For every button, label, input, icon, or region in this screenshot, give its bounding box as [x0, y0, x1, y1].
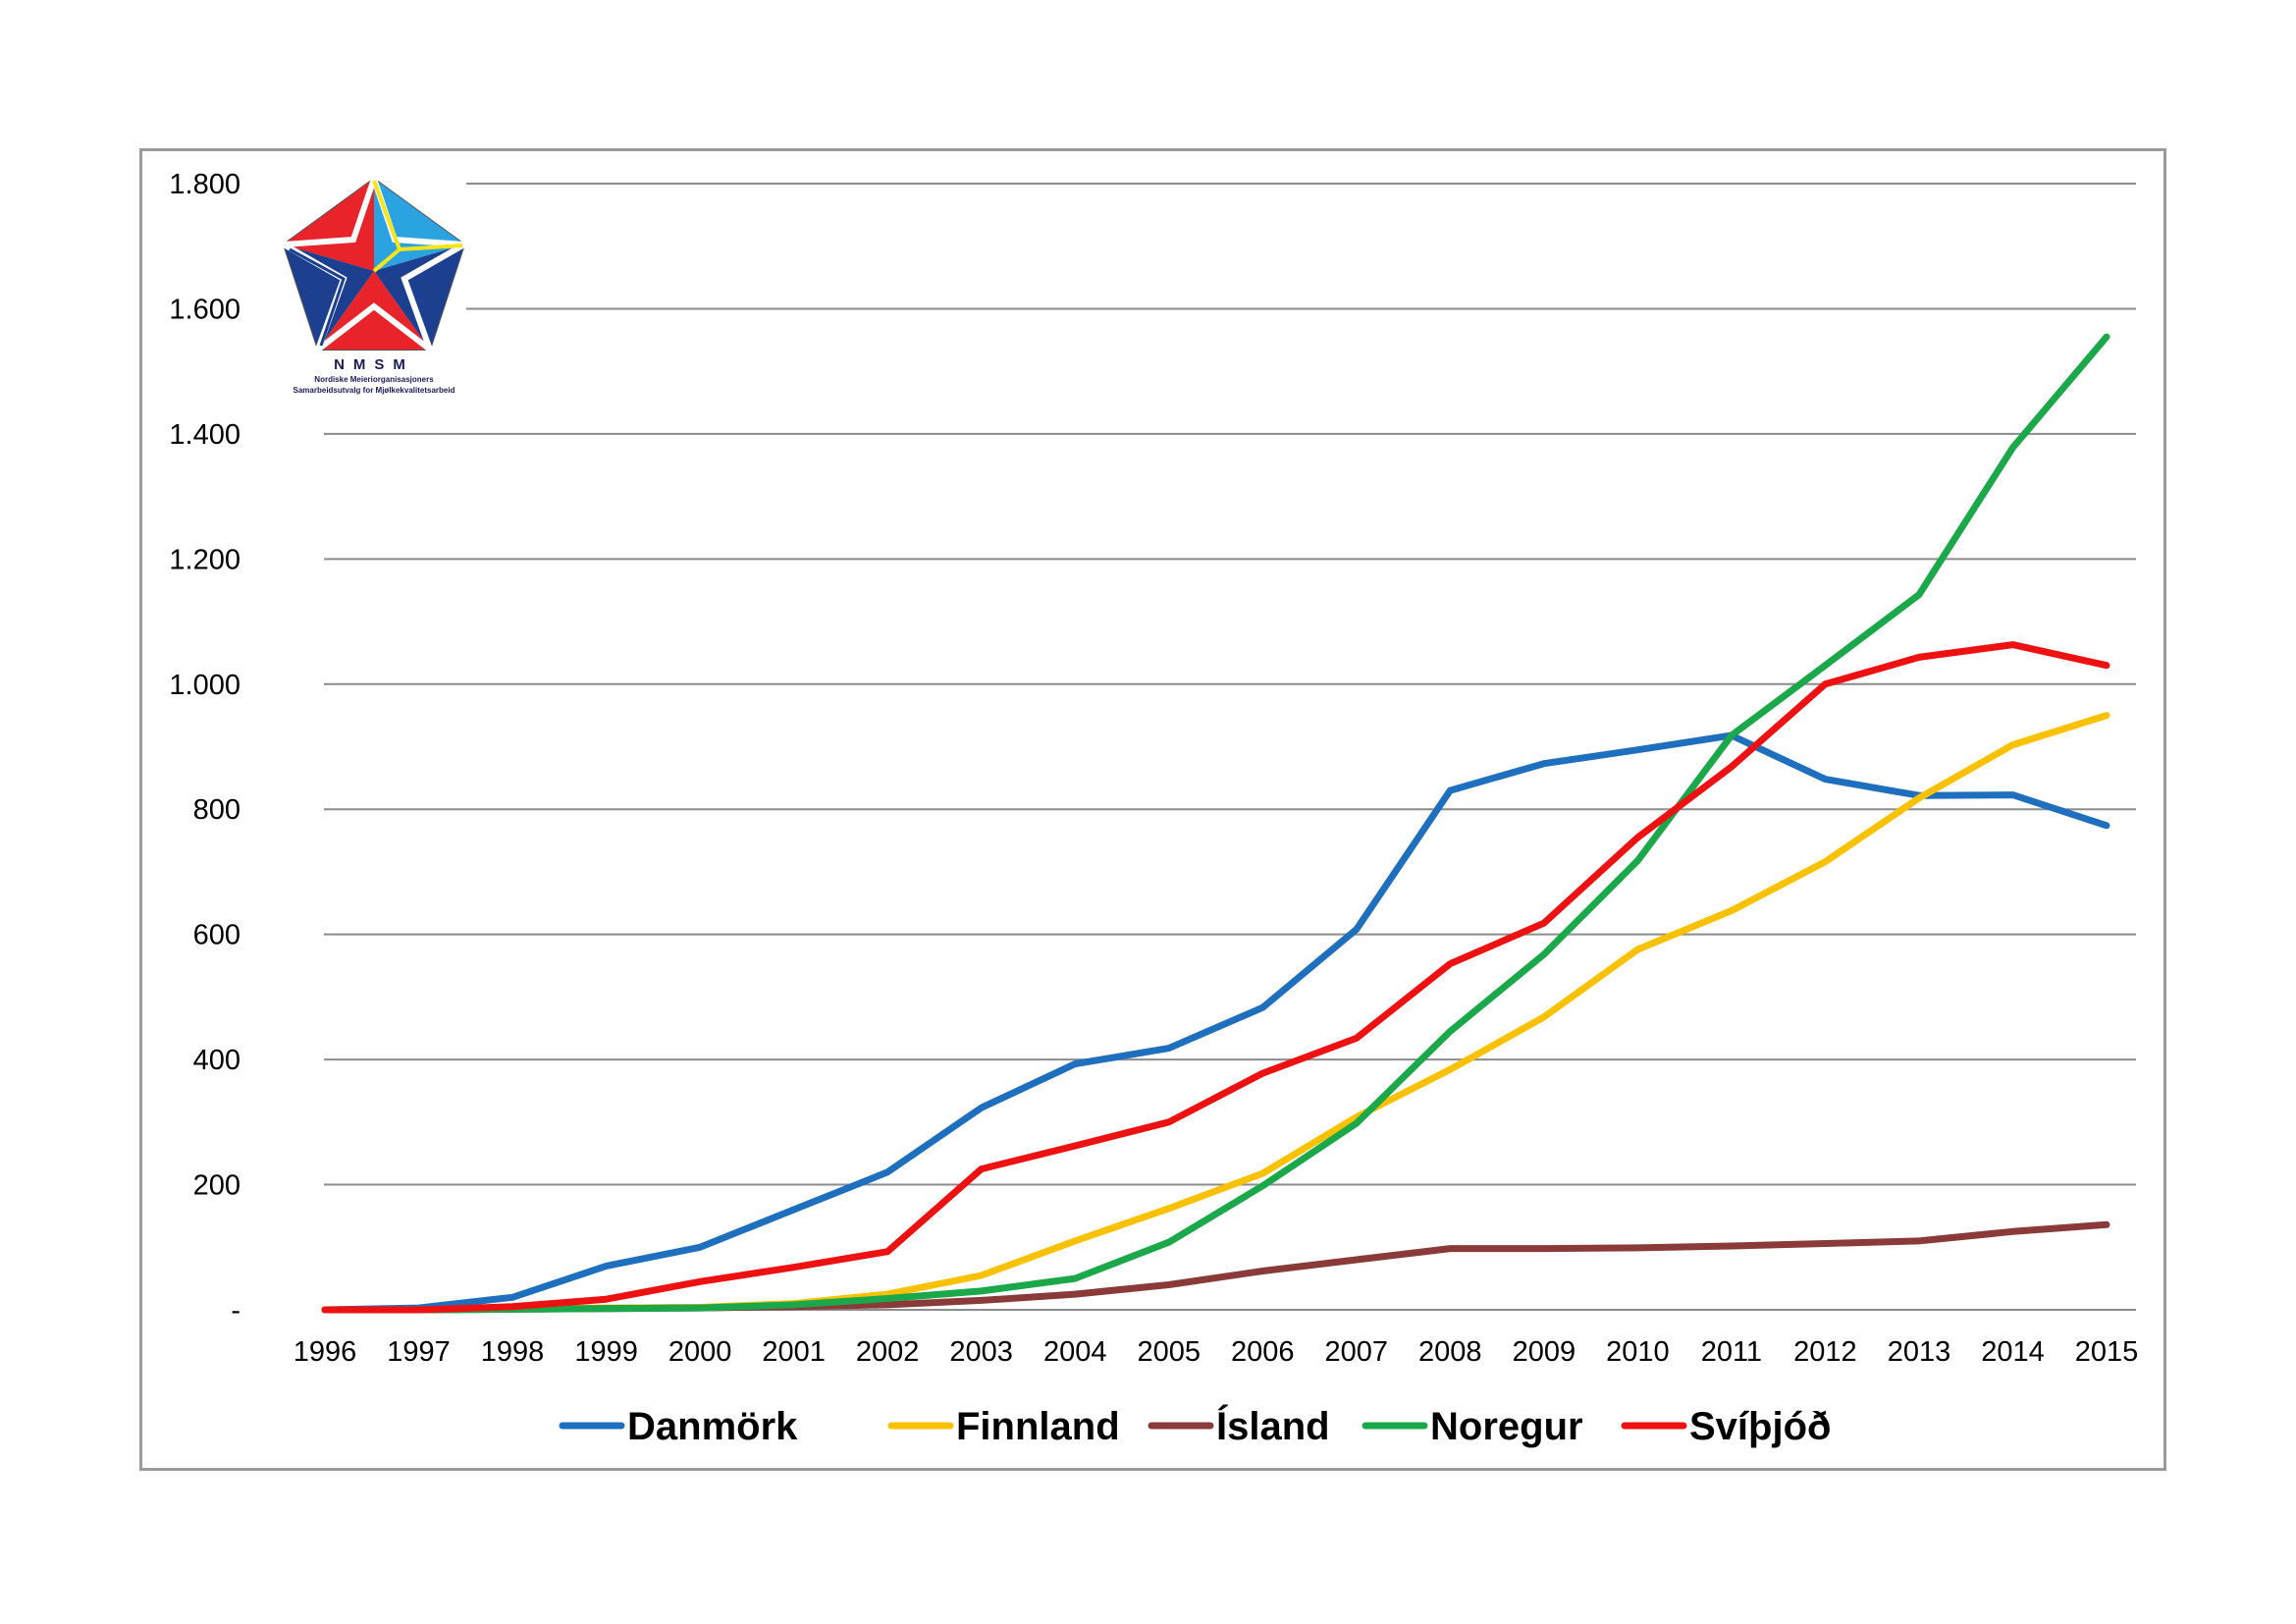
y-tick-label: 200 — [193, 1170, 240, 1202]
x-tick-label: 2006 — [1231, 1336, 1295, 1368]
x-tick-label: 2015 — [2075, 1336, 2139, 1368]
series-lines — [321, 333, 2110, 1314]
series-line-Noregur — [321, 333, 2110, 1314]
x-tick-label: 2009 — [1513, 1336, 1576, 1368]
logo-line1: Nordiske Meieriorganisasjoners — [314, 375, 434, 384]
legend-label: Ísland — [1216, 1404, 1330, 1448]
legend-label: Danmörk — [627, 1405, 798, 1448]
x-tick-label: 1997 — [387, 1336, 451, 1368]
y-tick-label: 400 — [193, 1045, 240, 1076]
x-tick-label: 2011 — [1701, 1336, 1762, 1368]
y-axis-tick-labels: - 200 400 600 800 1.000 1.200 1.400 1.600 1.800 — [169, 169, 240, 1326]
legend-label: Finnland — [956, 1405, 1120, 1448]
gridlines — [324, 183, 2136, 1311]
x-tick-label: 2013 — [1888, 1336, 1951, 1368]
y-tick-label: 1.400 — [169, 419, 240, 451]
series-line-Danmörk — [321, 731, 2110, 1314]
x-tick-label: 2002 — [856, 1336, 920, 1368]
x-tick-label: 2003 — [949, 1336, 1013, 1368]
x-tick-label: 2007 — [1325, 1336, 1389, 1368]
y-tick-label: 1.000 — [169, 670, 240, 701]
x-axis-tick-labels: 1996 1997 1998 1999 2000 2001 2002 2003 2004 2005… — [294, 1336, 2139, 1368]
x-tick-label: 2014 — [1981, 1336, 2045, 1368]
legend-label: Svíþjóð — [1689, 1405, 1831, 1448]
y-tick-label: 800 — [193, 794, 240, 826]
x-tick-label: 2005 — [1137, 1336, 1201, 1368]
x-tick-label: 2008 — [1418, 1336, 1482, 1368]
legend: Danmörk Finnland Ísland Noregur Svíþjóð — [559, 1404, 1831, 1448]
y-tick-label: 1.200 — [169, 544, 240, 575]
logo-acronym: NMSM — [334, 356, 414, 373]
line-chart: - 200 400 600 800 1.000 1.200 1.400 1.600 1.800 1… — [169, 169, 2139, 1448]
y-tick-label: 600 — [193, 920, 240, 951]
nmsm-logo: NMSM Nordiske Meieriorganisasjoners Sama… — [273, 169, 475, 395]
x-tick-label: 2012 — [1793, 1336, 1857, 1368]
y-tick-label: 1.800 — [169, 169, 240, 200]
x-tick-label: 2010 — [1606, 1336, 1670, 1368]
legend-label: Noregur — [1430, 1405, 1583, 1448]
x-tick-label: 1998 — [481, 1336, 545, 1368]
logo-line2: Samarbeidsutvalg for Mjølkekvalitetsarbe… — [294, 386, 455, 395]
x-tick-label: 2000 — [668, 1336, 732, 1368]
series-line-Svíþjóð — [321, 641, 2110, 1314]
x-tick-label: 2001 — [762, 1336, 826, 1368]
chart-frame: - 200 400 600 800 1.000 1.200 1.400 1.600 1.800 1… — [139, 148, 2166, 1471]
y-tick-label: - — [231, 1295, 240, 1326]
x-tick-label: 1996 — [294, 1336, 357, 1368]
x-tick-label: 2004 — [1043, 1336, 1107, 1368]
x-tick-label: 1999 — [574, 1336, 638, 1368]
series-line-Finnland — [321, 712, 2110, 1314]
y-tick-label: 1.600 — [169, 294, 240, 325]
